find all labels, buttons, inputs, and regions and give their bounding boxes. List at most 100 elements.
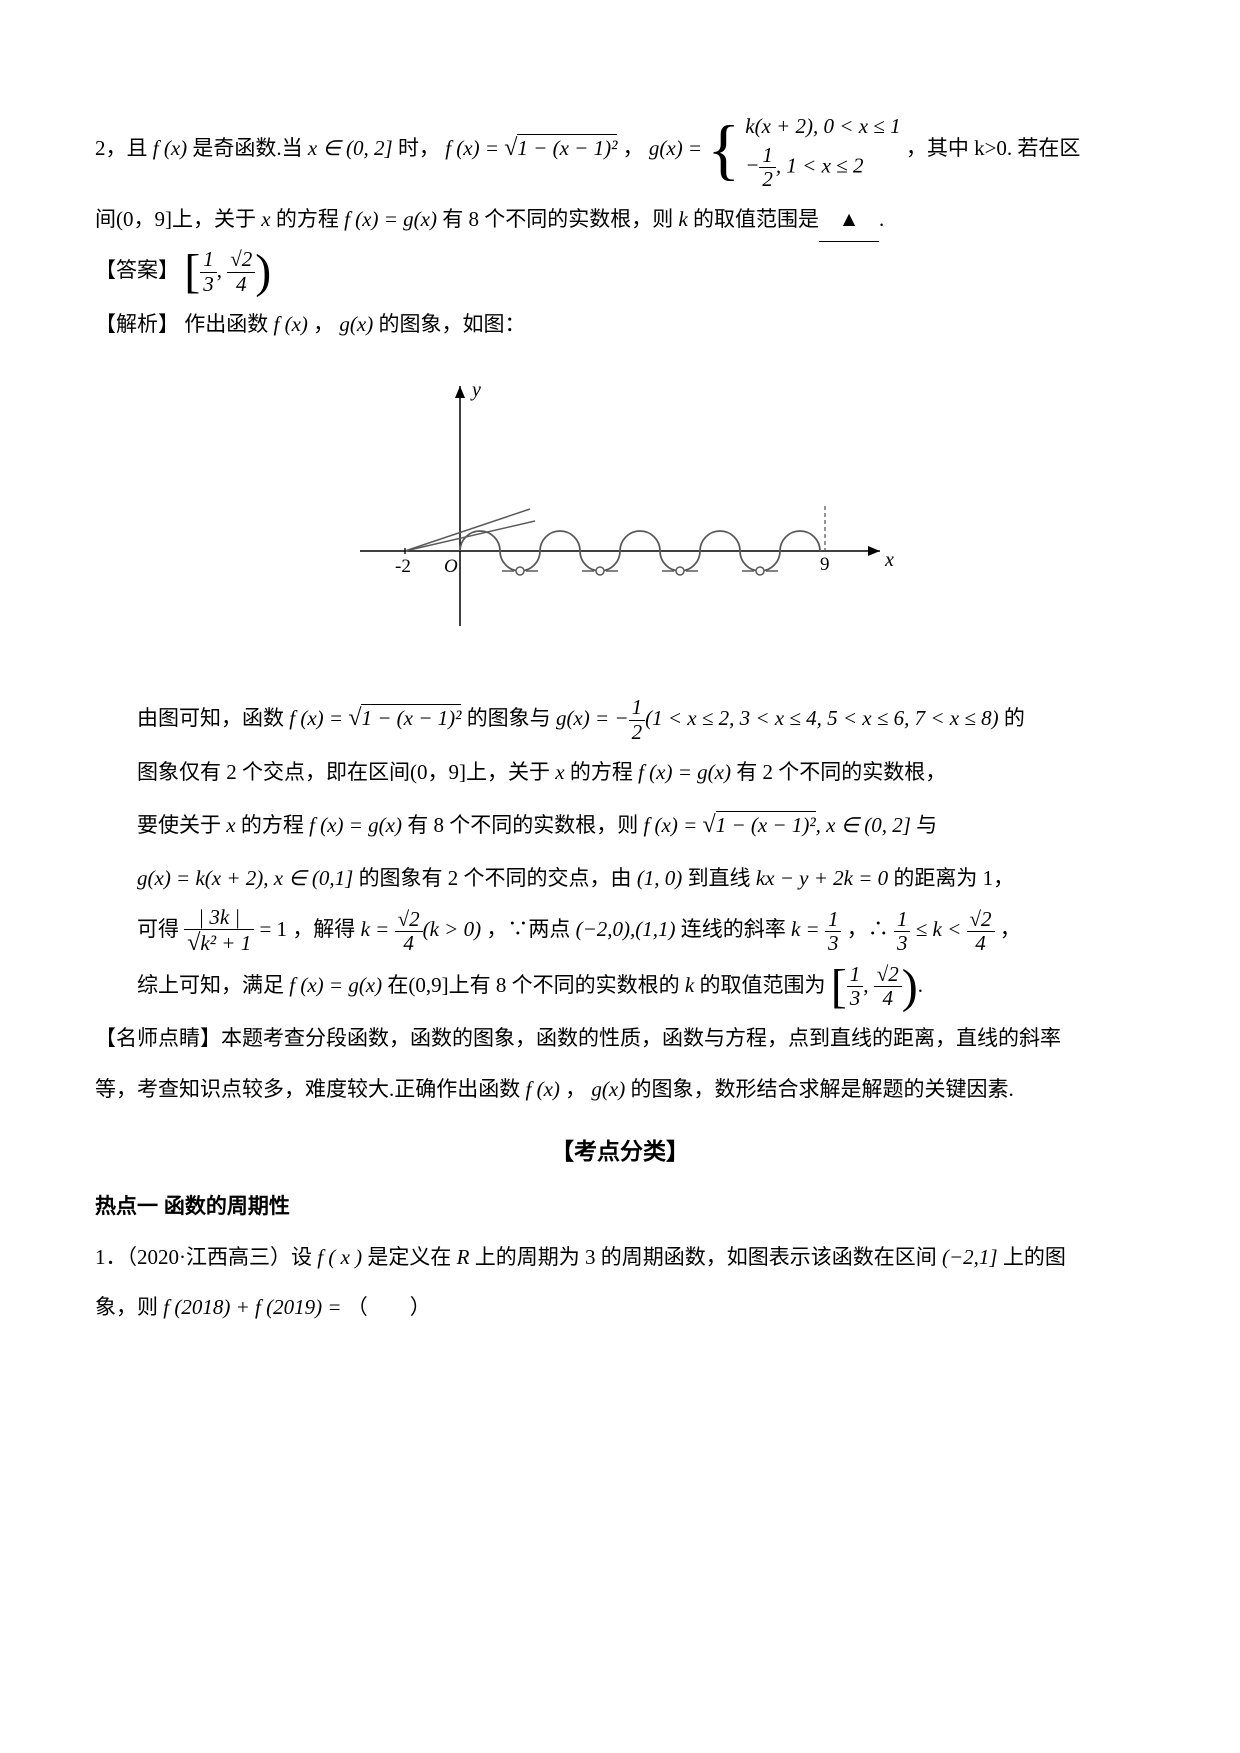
t: 若在区 — [1017, 136, 1080, 160]
t: 时， — [398, 136, 440, 160]
t: 的方程 — [241, 813, 309, 837]
t: ， — [623, 136, 644, 160]
analysis-p1: 由图可知，函数 f (x) = √1 − (x − 1)² 的图象与 g(x) … — [95, 693, 1145, 744]
x: x — [555, 760, 564, 784]
eq: f (x) = g(x) — [289, 973, 382, 997]
d: 4 — [395, 932, 423, 955]
t: 是奇函数.当 — [192, 136, 308, 160]
t: ，解得 — [292, 917, 360, 941]
dot: . — [879, 207, 884, 231]
t: 的距离为 1， — [893, 866, 1014, 890]
t: ，∵两点 — [486, 917, 575, 941]
teacher-label: 【名师点睛】 — [95, 1026, 221, 1050]
fx: f (x) — [153, 136, 187, 160]
n: | 3k | — [184, 906, 254, 930]
dom: (1 < x ≤ 2, 3 < x ≤ 4, 5 < x ≤ 6, 7 < x … — [645, 706, 999, 730]
analysis-p4: g(x) = k(x + 2), x ∈ (0,1] 的图象有 2 个不同的交点… — [95, 856, 1145, 900]
graph-figure: y x -2 O 9 — [340, 366, 900, 651]
t: 要使关于 — [137, 813, 226, 837]
t: 可得 — [137, 917, 184, 941]
problem-line2: 间(0，9]上，关于 x 的方程 f (x) = g(x) 有 8 个不同的实数… — [95, 197, 1145, 242]
d: 3 — [847, 987, 864, 1010]
problem-line1: 2，且 f (x) 是奇函数.当 x ∈ (0, 2] 时， f (x) = √… — [95, 110, 1145, 191]
mid: ≤ k < — [910, 917, 966, 941]
t: 的方程 — [276, 207, 344, 231]
d: 4 — [874, 987, 902, 1010]
blank-triangle: ▲ — [819, 197, 879, 242]
tick-neg2: -2 — [395, 556, 411, 577]
t: 的图象，数形结合求解是解题的关键因素. — [630, 1077, 1013, 1101]
pt: (1, 0) — [637, 866, 683, 890]
y-axis-label: y — [470, 379, 481, 401]
t: 上的图 — [1003, 1245, 1066, 1269]
pts: (−2,0),(1,1) — [576, 917, 676, 941]
fx: f (x) — [274, 312, 308, 336]
rad: 1 − (x − 1)² — [716, 811, 816, 837]
answer-label: 【答案】 — [95, 258, 179, 282]
x: x — [261, 207, 270, 231]
t: ，∴ — [847, 917, 889, 941]
t: 到直线 — [688, 866, 756, 890]
int: (−2,1] — [942, 1245, 998, 1269]
t: 的图象与 — [467, 706, 556, 730]
t: 2，且 — [95, 136, 153, 160]
fx: f (x) = — [289, 706, 348, 730]
k2: k = — [791, 917, 825, 941]
gx: g(x) = k(x + 2), x ∈ (0,1] — [137, 866, 353, 890]
gx: g(x) — [591, 1077, 625, 1101]
n: √2 — [967, 908, 995, 932]
R: R — [457, 1245, 470, 1269]
t: 有 8 个不同的实数根，则 — [407, 813, 643, 837]
t: ，其中 — [906, 136, 974, 160]
gx: g(x) = — [649, 136, 707, 160]
t: 作出函数 — [184, 312, 273, 336]
t: 的取值范围是 — [693, 207, 819, 231]
case1: k(x + 2), 0 < x ≤ 1 — [745, 114, 900, 138]
d: 3 — [894, 932, 911, 955]
t: 象，则 — [95, 1295, 163, 1319]
t: 上的周期为 3 的周期函数，如图表示该函数在区间 — [475, 1245, 942, 1269]
n: 1 — [825, 908, 842, 932]
dot: . — [918, 973, 923, 997]
d: 2 — [759, 168, 776, 191]
eq: f (x) = g(x) — [638, 760, 731, 784]
t: 的图象有 2 个不同的交点，由 — [359, 866, 637, 890]
n: 1 — [759, 144, 776, 168]
t: ， — [1000, 917, 1021, 941]
fx: f (x) — [526, 1077, 560, 1101]
d: k² + 1 — [200, 929, 251, 955]
k: k — [685, 973, 694, 997]
eq: f (x) = g(x) — [309, 813, 402, 837]
n: √2 — [227, 248, 255, 272]
t: 由图可知，函数 — [137, 706, 289, 730]
classify-title: 【考点分类】 — [95, 1127, 1145, 1175]
t: 的 — [1004, 706, 1025, 730]
t: 本题考查分段函数，函数的图象，函数的性质，函数与方程，点到直线的距离，直线的斜率 — [221, 1026, 1061, 1050]
xin: x ∈ (0, 2] — [308, 136, 393, 160]
t: ， — [313, 312, 334, 336]
analysis-intro: 【解析】 作出函数 f (x) ， g(x) 的图象，如图： — [95, 302, 1145, 346]
n: 1 — [629, 696, 646, 720]
t: ， — [565, 1077, 586, 1101]
t: 等，考查知识点较多，难度较大.正确作出函数 — [95, 1077, 526, 1101]
x: x — [226, 813, 235, 837]
teacher-line2: 等，考查知识点较多，难度较大.正确作出函数 f (x) ， g(x) 的图象，数… — [95, 1067, 1145, 1111]
fx: f ( x ) — [317, 1245, 362, 1269]
t: 有 2 个不同的实数根， — [736, 760, 946, 784]
n: 1 — [847, 963, 864, 987]
rad: 1 − (x − 1)² — [361, 704, 461, 730]
n: 1 — [200, 248, 217, 272]
n: √2 — [874, 963, 902, 987]
tick-nine: 9 — [820, 554, 830, 575]
d: 2 — [629, 721, 646, 744]
d: 3 — [825, 932, 842, 955]
n: 1 — [894, 908, 911, 932]
t: 与 — [916, 813, 937, 837]
tick-origin: O — [444, 556, 458, 577]
analysis-p3: 要使关于 x 的方程 f (x) = g(x) 有 8 个不同的实数根，则 f … — [95, 800, 1145, 850]
t: 综上可知，满足 — [137, 973, 289, 997]
answer-line: 【答案】 [13, √24) — [95, 248, 1145, 296]
t: 在(0,9]上有 8 个不同的实数根的 — [387, 973, 685, 997]
fxdef: f (x) = — [445, 136, 504, 160]
d: 4 — [227, 273, 255, 296]
